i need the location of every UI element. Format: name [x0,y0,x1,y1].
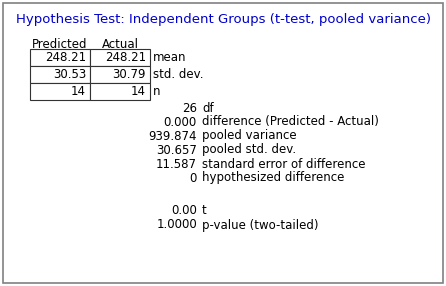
Text: 0.000: 0.000 [164,116,197,128]
Text: standard error of difference: standard error of difference [202,158,366,170]
Text: n: n [153,85,161,98]
Bar [90,66,150,83]
Text: Predicted: Predicted [32,38,88,51]
Text: 26: 26 [182,102,197,114]
Text: df: df [202,102,214,114]
Text: difference (Predicted - Actual): difference (Predicted - Actual) [202,116,379,128]
Text: 248.21: 248.21 [105,51,146,64]
Text: pooled variance: pooled variance [202,130,297,142]
Bar [30,83,90,100]
Text: 0: 0 [190,172,197,184]
Text: 14: 14 [71,85,86,98]
Text: Actual: Actual [102,38,139,51]
Text: Hypothesis Test: Independent Groups (t-test, pooled variance): Hypothesis Test: Independent Groups (t-t… [16,13,430,26]
Bar [90,83,150,100]
Text: 14: 14 [131,85,146,98]
Text: 0.00: 0.00 [171,204,197,217]
Text: 30.53: 30.53 [53,68,86,81]
Text: 939.874: 939.874 [149,130,197,142]
Text: 248.21: 248.21 [45,51,86,64]
Text: std. dev.: std. dev. [153,68,203,81]
Text: 11.587: 11.587 [156,158,197,170]
Bar [90,49,150,66]
Text: 30.657: 30.657 [156,144,197,156]
Text: t: t [202,204,207,217]
Bar [30,49,90,66]
Bar [30,66,90,83]
Text: hypothesized difference: hypothesized difference [202,172,344,184]
Text: mean: mean [153,51,186,64]
Text: 30.79: 30.79 [112,68,146,81]
Text: 1.0000: 1.0000 [156,219,197,231]
Text: p-value (two-tailed): p-value (two-tailed) [202,219,318,231]
Text: pooled std. dev.: pooled std. dev. [202,144,296,156]
